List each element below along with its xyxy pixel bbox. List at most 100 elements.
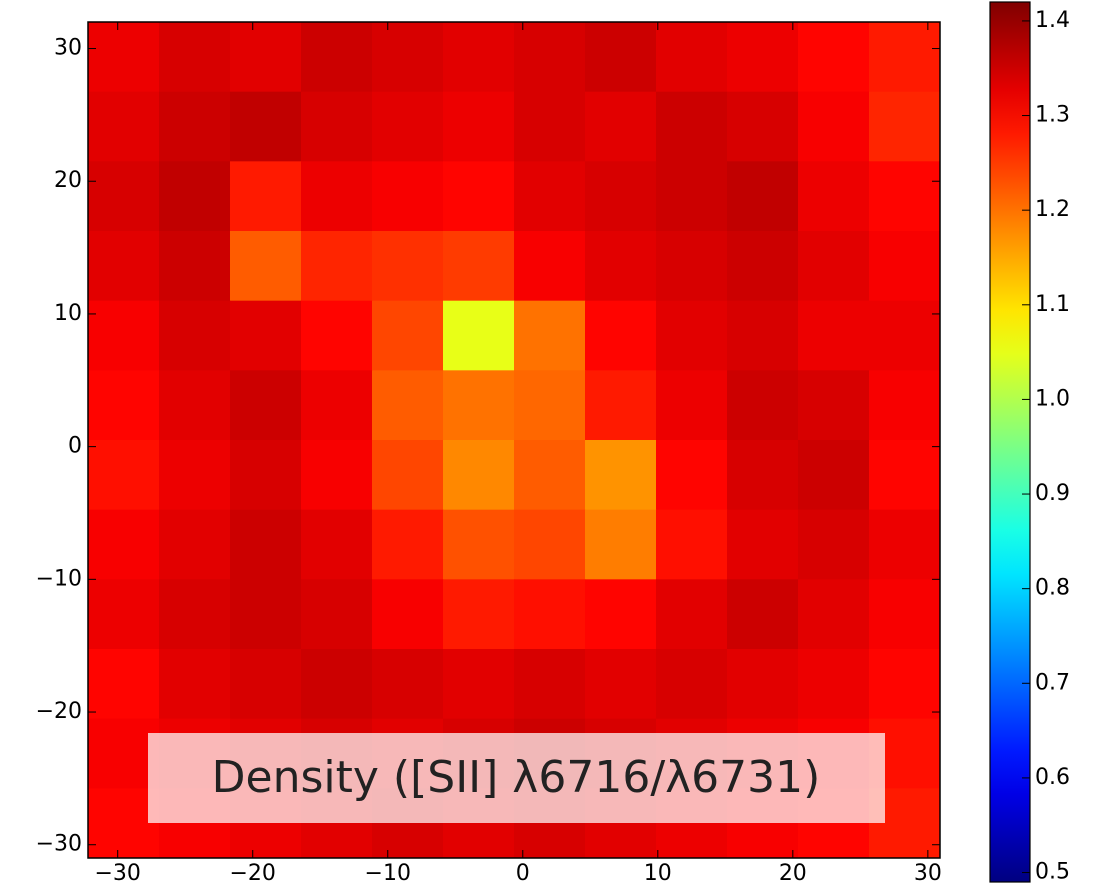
heatmap-cell [301,301,373,371]
heatmap-cell [727,649,799,719]
heatmap-cell [869,92,941,162]
y-tick-label: −30 [36,832,82,857]
heatmap-cell [88,92,160,162]
colorbar-tick-label: 0.5 [1035,860,1070,884]
page: {"chart_data": { "type": "heatmap", "ann… [0,0,1093,884]
heatmap-cell [727,510,799,580]
heatmap-cell [230,579,302,649]
x-tick-label: −30 [94,861,140,884]
heatmap-cell [727,161,799,231]
heatmap-cell [514,301,586,371]
heatmap-cell [798,22,870,92]
heatmap-cell [230,440,302,510]
y-tick-label: 10 [54,301,82,326]
heatmap-cell [656,231,728,301]
heatmap-cell [514,22,586,92]
heatmap-cell [159,22,231,92]
heatmap-cell [585,370,657,440]
y-tick-label: −20 [36,699,82,724]
heatmap-cell [372,92,444,162]
heatmap-cell [230,370,302,440]
heatmap-cell [869,510,941,580]
heatmap-cell [88,579,160,649]
heatmap-cell [372,161,444,231]
heatmap-cell [301,510,373,580]
heatmap-cell [798,649,870,719]
heatmap-cell [656,370,728,440]
y-tick-label: −10 [36,566,82,591]
colorbar-tick-label: 0.8 [1035,576,1070,601]
heatmap-cell [443,649,515,719]
colorbar-tick-label: 1.1 [1035,292,1070,317]
heatmap-cell [656,649,728,719]
heatmap-cell [869,22,941,92]
heatmap-cell [514,440,586,510]
heatmap-cell [727,22,799,92]
heatmap-cell [585,579,657,649]
heatmap-cell [230,649,302,719]
heatmap-cell [585,649,657,719]
heatmap-cell [585,440,657,510]
heatmap-cell [798,579,870,649]
heatmap-cell [727,440,799,510]
heatmap-cell [656,510,728,580]
heatmap-cell [372,22,444,92]
heatmap-cell [230,92,302,162]
heatmap-cell [230,161,302,231]
heatmap-cell [88,301,160,371]
heatmap-cell [372,510,444,580]
heatmap-cell [301,161,373,231]
heatmap-cell [514,161,586,231]
heatmap-cell [443,301,515,371]
heatmap-cell [798,231,870,301]
heatmap-cell [869,231,941,301]
heatmap-cell [514,649,586,719]
heatmap-cell [585,161,657,231]
colorbar-tick-label: 1.4 [1035,8,1070,33]
heatmap-cell [230,22,302,92]
heatmap-cell [514,92,586,162]
heatmap-cell [585,231,657,301]
heatmap-cell [798,161,870,231]
heatmap-cell [443,92,515,162]
heatmap-cell [301,370,373,440]
heatmap-cell [656,440,728,510]
heatmap-cell [869,301,941,371]
x-tick-label: −10 [365,861,411,884]
heatmap-cell [869,579,941,649]
heatmap-cell [301,92,373,162]
heatmap-cell [585,92,657,162]
heatmap-cell [727,579,799,649]
heatmap-cell [727,301,799,371]
heatmap-cell [230,301,302,371]
heatmap-cell [443,579,515,649]
heatmap-cell [798,510,870,580]
heatmap-cell [443,161,515,231]
heatmap-cell [656,92,728,162]
heatmap-cell [88,231,160,301]
heatmap-cell [514,231,586,301]
heatmap-cell [656,161,728,231]
heatmap-cell [88,370,160,440]
heatmap-cell [301,231,373,301]
heatmap-cell [88,22,160,92]
heatmap-cell [301,649,373,719]
x-tick-label: 30 [914,861,942,884]
heatmap-cell [869,440,941,510]
heatmap-cell [869,649,941,719]
heatmap-cell [372,649,444,719]
colorbar-tick-label: 0.9 [1035,481,1070,506]
heatmap-cell [159,231,231,301]
heatmap-cell [372,231,444,301]
heatmap-cell [585,301,657,371]
x-tick-label: 20 [779,861,807,884]
heatmap-cell [230,510,302,580]
annotation: Density ([SII] λ6716/λ6731) [212,752,821,803]
heatmap-cell [159,440,231,510]
heatmap-cell [514,579,586,649]
heatmap-cell [88,510,160,580]
x-tick-label: 10 [644,861,672,884]
heatmap-cell [869,161,941,231]
heatmap-cell [443,510,515,580]
heatmap-cell [443,231,515,301]
